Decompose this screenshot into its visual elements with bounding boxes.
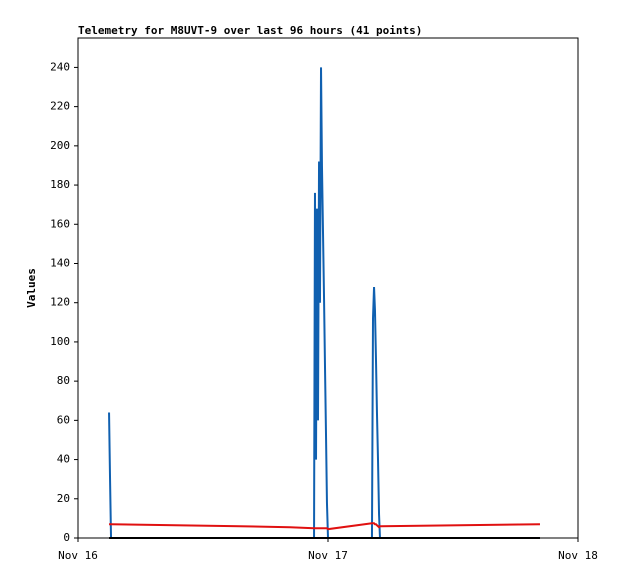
y-tick-label: 240 [50, 60, 70, 73]
y-tick-label: 40 [57, 453, 70, 466]
y-tick-label: 200 [50, 139, 70, 152]
y-tick-label: 140 [50, 256, 70, 269]
y-tick-label: 180 [50, 178, 70, 191]
y-tick-label: 20 [57, 492, 70, 505]
y-tick-label: 0 [63, 531, 70, 544]
y-axis-label: Values [25, 268, 38, 308]
chart-title: Telemetry for M8UVT-9 over last 96 hours… [78, 24, 422, 37]
x-tick-label: Nov 17 [308, 549, 348, 562]
y-tick-label: 120 [50, 296, 70, 309]
y-tick-label: 100 [50, 335, 70, 348]
series-line [108, 67, 540, 539]
y-tick-label: 160 [50, 217, 70, 230]
y-tick-label: 220 [50, 100, 70, 113]
y-tick-label: 60 [57, 413, 70, 426]
y-tick-label: 80 [57, 374, 70, 387]
x-tick-label: Nov 18 [558, 549, 598, 562]
x-tick-label: Nov 16 [58, 549, 98, 562]
plot-frame [77, 37, 579, 539]
series-line [109, 522, 540, 531]
